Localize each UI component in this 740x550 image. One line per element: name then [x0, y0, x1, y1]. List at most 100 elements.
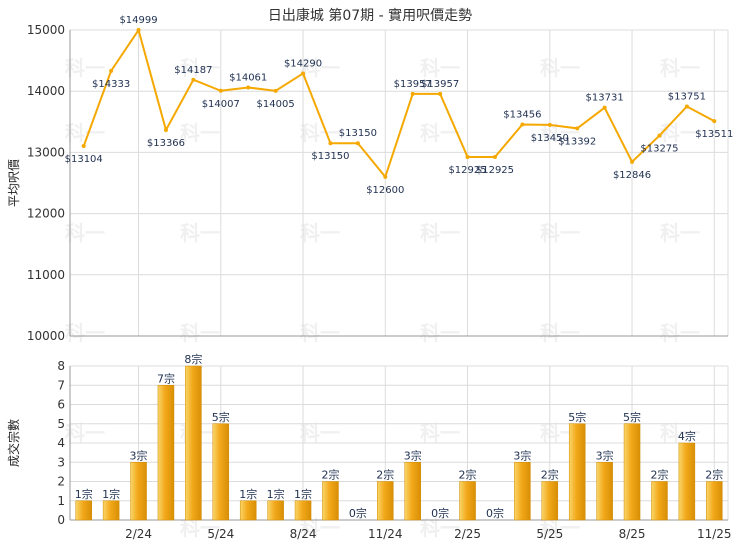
price-data-label: $14061	[229, 72, 267, 83]
volume-bar	[706, 481, 723, 521]
watermark-text: 科一	[65, 421, 105, 445]
volume-bar	[678, 442, 696, 521]
watermark-text: 科一	[180, 321, 220, 345]
price-y-axis-label: 平均呎價	[7, 159, 21, 207]
volume-data-labels: 1宗 1宗 3宗 7宗 8宗 5宗 1宗 1宗 1宗 2宗 0宗 2宗 3宗 0宗 2宗 0宗 3宗 2宗 5宗 3宗…	[75, 352, 724, 520]
volume-bar	[294, 500, 312, 521]
price-point	[712, 119, 717, 124]
chart-title: 日出康城 第07期 - 實用呎價走勢	[268, 7, 472, 24]
volume-bar	[102, 500, 120, 521]
volume-data-label: 2宗	[459, 468, 477, 482]
volume-bar	[157, 385, 175, 521]
price-point	[547, 122, 552, 127]
price-point	[191, 77, 196, 82]
price-data-label: $12846	[613, 170, 651, 181]
watermark-text: 科一	[300, 221, 340, 245]
price-y-tick-label: 12000	[27, 207, 65, 221]
price-point	[602, 105, 607, 110]
volume-data-label: 8宗	[184, 352, 202, 366]
volume-data-label: 0宗	[486, 506, 504, 520]
price-data-label: $13392	[558, 136, 596, 147]
x-tick-label: 5/25	[536, 527, 563, 541]
price-line	[82, 27, 715, 179]
volume-bar	[568, 423, 586, 521]
volume-bar	[75, 500, 92, 521]
price-data-label: $13456	[503, 109, 541, 120]
volume-data-label: 7宗	[157, 371, 175, 385]
volume-data-label: 5宗	[623, 410, 641, 424]
price-point	[81, 144, 86, 149]
price-point	[575, 126, 580, 131]
price-data-label: $13275	[640, 144, 678, 155]
volume-y-axis-label: 成交宗數	[6, 419, 21, 467]
price-data-label: $13511	[695, 129, 733, 140]
volume-bar	[514, 462, 531, 521]
price-point	[136, 28, 141, 33]
price-point	[301, 71, 306, 76]
volume-data-label: 1宗	[239, 487, 257, 501]
volume-data-label: 1宗	[294, 487, 312, 501]
price-data-label: $14187	[174, 65, 212, 76]
watermark-text: 科一	[65, 56, 105, 80]
volume-data-label: 1宗	[75, 487, 93, 501]
price-point	[684, 104, 689, 109]
volume-bar	[541, 481, 559, 521]
volume-y-tick-label: 8	[57, 359, 65, 373]
volume-bar	[651, 481, 668, 521]
watermark-text: 科一	[660, 321, 700, 345]
volume-data-label: 1宗	[102, 487, 120, 501]
price-data-label: $13751	[668, 91, 706, 102]
watermark-text: 科一	[660, 56, 700, 80]
price-point	[355, 141, 360, 146]
volume-data-label: 3宗	[513, 448, 531, 462]
volume-data-label: 5宗	[568, 410, 586, 424]
volume-y-tick-label: 1	[57, 494, 65, 508]
watermark-text: 科一	[65, 321, 105, 345]
watermark-text: 科一	[65, 221, 105, 245]
price-y-tick-label: 14000	[27, 84, 65, 98]
price-data-label: $12925	[448, 165, 486, 176]
price-point	[465, 154, 470, 159]
volume-y-tick-label: 6	[57, 398, 65, 412]
volume-data-label: 0宗	[431, 506, 449, 520]
watermark-text: 科一	[540, 321, 580, 345]
volume-data-label: 2宗	[705, 468, 723, 482]
price-data-label: $13104	[65, 154, 103, 165]
watermark-text: 科一	[180, 221, 220, 245]
volume-bar	[377, 481, 394, 521]
volume-y-tick-label: 0	[57, 513, 65, 527]
price-point	[218, 88, 223, 93]
watermark-text: 科一	[660, 121, 700, 145]
volume-bar	[212, 423, 230, 521]
price-data-label: $12600	[366, 185, 404, 196]
volume-bar	[130, 462, 147, 521]
price-data-labels: $13104 $14333 $14999 $13366 $14187 $14007 $140…	[65, 15, 734, 196]
volume-data-label: 1宗	[267, 487, 285, 501]
price-y-tick-label: 13000	[27, 145, 65, 159]
price-point	[273, 88, 278, 93]
watermark-text: 科一	[420, 321, 460, 345]
price-data-label: $13450	[531, 133, 569, 144]
price-chart-grid: 10000 11000 12000 13000 14000 15000	[27, 23, 729, 343]
price-data-label: $12925	[476, 165, 514, 176]
price-y-tick-label: 10000	[27, 329, 65, 343]
x-tick-label: 2/25	[454, 527, 481, 541]
price-data-label: $14005	[257, 99, 295, 110]
price-point	[657, 133, 662, 138]
volume-data-label: 2宗	[376, 468, 394, 482]
x-tick-label: 2/24	[125, 527, 152, 541]
watermark-text: 科一	[660, 221, 700, 245]
price-point	[328, 141, 333, 146]
price-point	[520, 122, 525, 127]
price-point	[492, 154, 497, 159]
price-y-tick-label: 11000	[27, 268, 65, 282]
volume-bar	[623, 423, 641, 521]
x-tick-label: 11/25	[697, 527, 732, 541]
volume-data-label: 4宗	[678, 429, 696, 443]
price-data-label: $14007	[202, 99, 240, 110]
volume-chart-grid: 0 1 2 3 4 5 6 7 8 2/24 5/24 8/24 11/24 2/25 5/25 8/25 11…	[57, 359, 731, 541]
volume-y-tick-label: 7	[57, 378, 65, 392]
price-point	[246, 85, 251, 90]
